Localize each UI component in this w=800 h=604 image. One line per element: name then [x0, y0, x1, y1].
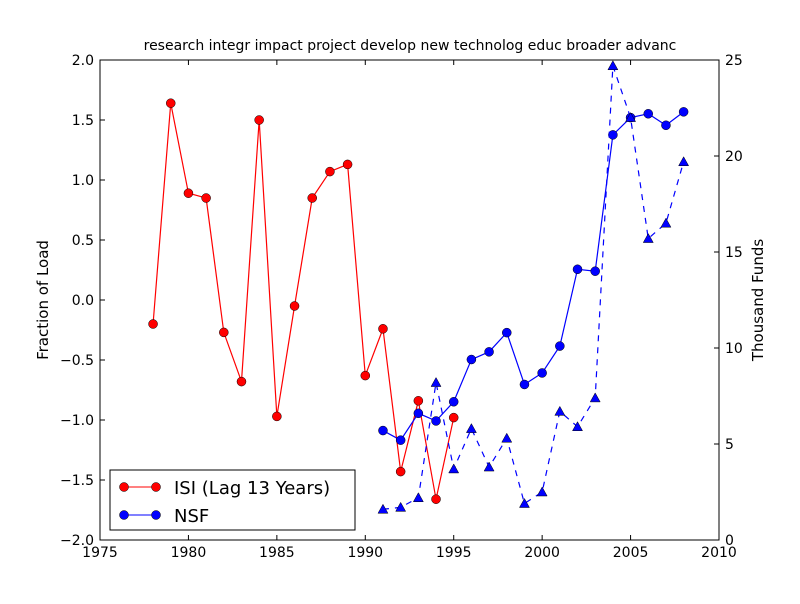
- data-point: [325, 166, 335, 177]
- data-point-triangle: [625, 112, 636, 122]
- data-point-triangle: [642, 233, 654, 243]
- data-point: [678, 107, 689, 117]
- data-point-triangle: [377, 503, 389, 514]
- data-point: [219, 327, 229, 338]
- data-point: [572, 264, 583, 275]
- y-tick-label-left: 1.5: [72, 113, 94, 129]
- legend-label-isi: ISI (Lag 13 Years): [174, 478, 330, 499]
- data-point: [555, 341, 565, 351]
- data-point: [289, 301, 300, 311]
- data-point: [272, 411, 282, 422]
- data-point: [502, 327, 512, 338]
- legend-marker-isi: [119, 482, 129, 492]
- data-point-triangle: [395, 501, 407, 512]
- data-point-triangle: [554, 405, 566, 416]
- y-tick-label-right: 15: [725, 245, 743, 261]
- data-point: [378, 324, 388, 334]
- y-tick-label-right: 0: [725, 533, 734, 549]
- data-point: [342, 159, 353, 170]
- y-tick-label-left: 0.0: [72, 293, 94, 309]
- y-tick-label-left: −1.5: [60, 473, 94, 489]
- y-tick-label-right: 25: [725, 53, 743, 69]
- series-line-0: [152, 103, 455, 500]
- data-point-triangle: [501, 432, 513, 443]
- data-point: [413, 408, 424, 419]
- data-point-triangle: [483, 461, 495, 472]
- legend-marker-nsf: [151, 510, 161, 520]
- legend-label-nsf: NSF: [174, 506, 209, 527]
- y-tick-label-left: 0.5: [72, 233, 94, 249]
- x-tick-label: 1975: [82, 545, 118, 561]
- data-point: [466, 354, 477, 365]
- data-point: [183, 188, 194, 198]
- y-tick-label-left: 1.0: [72, 173, 94, 189]
- data-point-triangle: [660, 217, 672, 228]
- data-point: [395, 435, 406, 445]
- data-point: [431, 494, 441, 504]
- data-point: [236, 376, 247, 387]
- data-point-triangle: [448, 463, 460, 474]
- data-point-triangle: [465, 423, 477, 433]
- data-point: [661, 120, 671, 131]
- data-point: [254, 115, 264, 125]
- y-tick-label-left: 2.0: [72, 53, 94, 69]
- legend-marker-isi: [151, 482, 161, 492]
- y-tick-label-right: 20: [725, 149, 743, 165]
- y-axis-label-left: Fraction of Load: [34, 240, 52, 360]
- legend-box: [109, 469, 356, 531]
- data-point: [165, 98, 176, 108]
- y-tick-label-left: −0.5: [60, 353, 94, 369]
- data-point: [448, 412, 459, 423]
- data-point: [360, 370, 371, 381]
- y-tick-label-right: 10: [725, 341, 743, 357]
- data-point: [201, 193, 211, 203]
- series-line-1: [382, 111, 684, 441]
- data-point-triangle: [607, 60, 619, 71]
- data-point: [431, 416, 441, 426]
- data-point-triangle: [572, 421, 583, 431]
- data-point: [448, 397, 459, 407]
- x-tick-label: 1995: [436, 545, 472, 561]
- y-tick-label-right: 5: [725, 437, 734, 453]
- x-tick-label: 1985: [259, 545, 295, 561]
- legend: ISI (Lag 13 Years) NSF: [109, 469, 356, 531]
- data-point-triangle: [678, 156, 690, 167]
- x-tick-label: 2010: [701, 545, 737, 561]
- data-point: [608, 130, 618, 140]
- chart-title: research integr impact project develop n…: [144, 38, 677, 54]
- data-point: [484, 347, 494, 357]
- data-point: [519, 379, 530, 390]
- data-point: [307, 193, 317, 203]
- x-tick-label: 2000: [524, 545, 560, 561]
- data-point-triangle: [519, 498, 530, 508]
- data-point: [378, 425, 388, 436]
- data-point: [413, 396, 424, 406]
- data-point: [395, 466, 406, 477]
- x-tick-label: 2005: [613, 545, 649, 561]
- data-point-triangle: [589, 392, 601, 403]
- data-point: [643, 109, 654, 119]
- y-tick-label-left: −2.0: [60, 533, 94, 549]
- x-tick-label: 1990: [347, 545, 383, 561]
- data-point: [590, 266, 600, 276]
- x-tick-label: 1980: [171, 545, 207, 561]
- series-line-2: [382, 65, 685, 510]
- y-axis-label-right: Thousand Funds: [749, 239, 767, 362]
- y-tick-label-left: −1.0: [60, 413, 94, 429]
- legend-marker-nsf: [119, 510, 129, 520]
- data-point: [537, 368, 547, 378]
- data-point-triangle: [430, 377, 442, 387]
- plot-frame: [99, 59, 720, 541]
- data-point-triangle: [536, 486, 548, 497]
- data-point-triangle: [412, 492, 424, 503]
- data-point: [148, 319, 158, 329]
